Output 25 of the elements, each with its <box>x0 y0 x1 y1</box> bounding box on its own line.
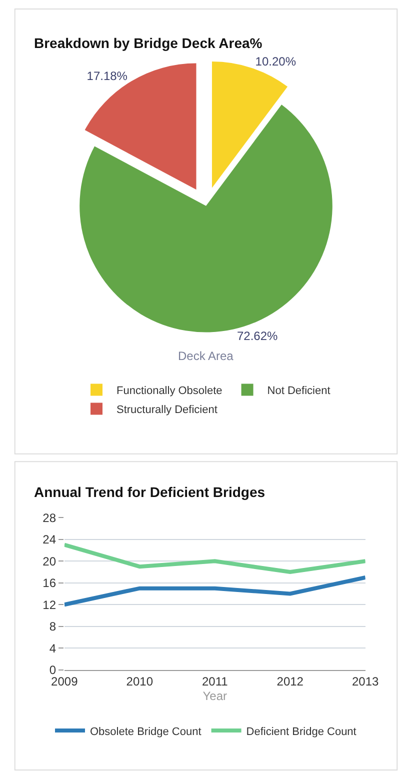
y-tick-label: 16 <box>42 576 56 590</box>
data-label: 17.18% <box>86 69 128 84</box>
chart-title: Annual Trend for Deficient Bridges <box>34 484 266 500</box>
data-label: 72.62% <box>236 328 278 343</box>
y-tick-label: 8 <box>49 620 56 634</box>
x-axis-title: Year <box>202 689 228 704</box>
x-tick-label: 2013 <box>352 674 380 688</box>
line-series <box>64 575 366 607</box>
y-tick-label: 28 <box>42 510 56 525</box>
data-label: 10.20% <box>255 54 296 69</box>
legend-label: Functionally Obsolete <box>116 385 222 398</box>
x-tick-label: 2010 <box>126 674 154 688</box>
y-tick-label: 20 <box>42 554 56 568</box>
legend-label: Not Deficient <box>267 385 330 398</box>
text: Deck Area <box>178 349 234 363</box>
legend-label: Obsolete Bridge Count <box>90 726 202 738</box>
legend-label: Deficient Bridge Count <box>246 726 356 738</box>
y-tick-label: 24 <box>42 532 56 547</box>
y-tick-label: 4 <box>49 641 56 656</box>
legend-label: Structurally Deficient <box>116 404 218 416</box>
chart-title: Breakdown by Bridge Deck Area% <box>34 35 263 51</box>
y-tick-label: 12 <box>42 598 56 612</box>
x-tick-label: 2012 <box>276 674 304 688</box>
line-series <box>64 542 366 574</box>
x-tick-label: 2011 <box>202 674 228 688</box>
